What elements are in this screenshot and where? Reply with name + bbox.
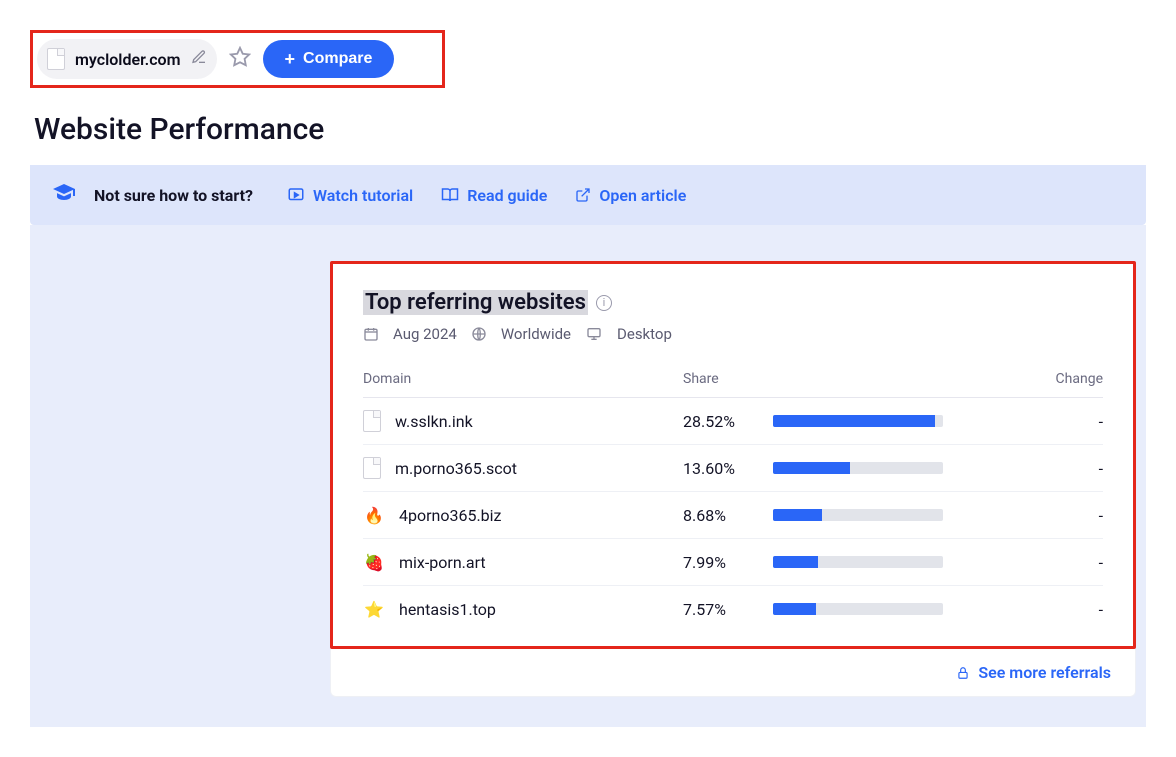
site-favicon: 🍓 [363,551,385,573]
table-row[interactable]: 🔥 4porno365.biz 8.68% - [363,492,1103,539]
table-row[interactable]: ⭐ hentasis1.top 7.57% - [363,586,1103,632]
open-article-link[interactable]: Open article [575,186,686,205]
help-question: Not sure how to start? [94,186,253,205]
page-title: Website Performance [34,112,1146,147]
row-share: 13.60% [683,459,773,478]
play-window-icon [287,186,305,204]
plus-icon: + [285,50,296,68]
row-change: - [1033,506,1103,525]
see-more-label: See more referrals [978,663,1111,682]
share-bar [773,415,943,427]
table-row[interactable]: m.porno365.scot 13.60% - [363,445,1103,492]
row-domain: m.porno365.scot [395,459,517,478]
referrers-table: Domain Share Change w.sslkn.ink28.52%-m.… [363,365,1103,632]
row-change: - [1033,600,1103,619]
row-share: 7.57% [683,600,773,619]
share-bar [773,509,943,521]
truncated-section-header: Referrals [320,225,1136,261]
external-link-icon [575,187,591,203]
site-favicon: 🔥 [363,504,385,526]
domain-toolbar: myclolder.com + Compare [30,30,445,88]
meta-device: Desktop [617,325,672,343]
top-referring-card: Top referring websites i Aug 2024 Worldw… [330,261,1136,649]
favorite-star-icon[interactable] [229,46,251,72]
site-favicon-placeholder [363,410,381,432]
site-favicon-placeholder [47,48,65,70]
card-title: Top referring websites [363,290,588,315]
row-share: 28.52% [683,412,773,431]
col-domain-header: Domain [363,371,683,387]
share-bar [773,603,943,615]
graduation-cap-icon [52,181,76,209]
domain-chip[interactable]: myclolder.com [37,39,217,79]
row-change: - [1033,412,1103,431]
card-footer: See more referrals [330,649,1136,697]
row-change: - [1033,553,1103,572]
row-domain: 4porno365.biz [399,506,502,525]
watch-tutorial-link[interactable]: Watch tutorial [287,186,413,205]
info-icon[interactable]: i [596,295,612,311]
desktop-icon [585,326,603,342]
help-banner: Not sure how to start? Watch tutorial Re… [30,165,1146,225]
table-row[interactable]: w.sslkn.ink 28.52% - [363,398,1103,445]
read-guide-link[interactable]: Read guide [441,186,547,205]
book-icon [441,186,459,204]
col-change-header: Change [1033,371,1103,387]
card-meta: Aug 2024 Worldwide Desktop [363,325,1103,343]
globe-icon [471,326,487,342]
site-favicon: ⭐ [363,598,385,620]
watch-tutorial-label: Watch tutorial [313,186,413,205]
calendar-icon [363,326,379,342]
share-bar [773,462,943,474]
edit-domain-icon[interactable] [191,49,207,69]
table-header: Domain Share Change [363,365,1103,398]
row-domain: mix-porn.art [399,553,486,572]
table-row[interactable]: 🍓 mix-porn.art 7.99% - [363,539,1103,586]
compare-button-label: Compare [303,50,372,68]
see-more-referrals-link[interactable]: See more referrals [956,663,1111,682]
compare-button[interactable]: + Compare [263,40,395,78]
meta-date: Aug 2024 [393,325,457,343]
domain-name: myclolder.com [75,50,181,69]
row-domain: hentasis1.top [399,600,496,619]
col-share-header: Share [683,371,773,387]
open-article-label: Open article [599,186,686,205]
row-share: 8.68% [683,506,773,525]
row-domain: w.sslkn.ink [395,412,473,431]
row-share: 7.99% [683,553,773,572]
share-bar [773,556,943,568]
read-guide-label: Read guide [467,186,547,205]
meta-region: Worldwide [501,325,571,343]
row-change: - [1033,459,1103,478]
site-favicon-placeholder [363,457,381,479]
lock-icon [956,666,970,680]
